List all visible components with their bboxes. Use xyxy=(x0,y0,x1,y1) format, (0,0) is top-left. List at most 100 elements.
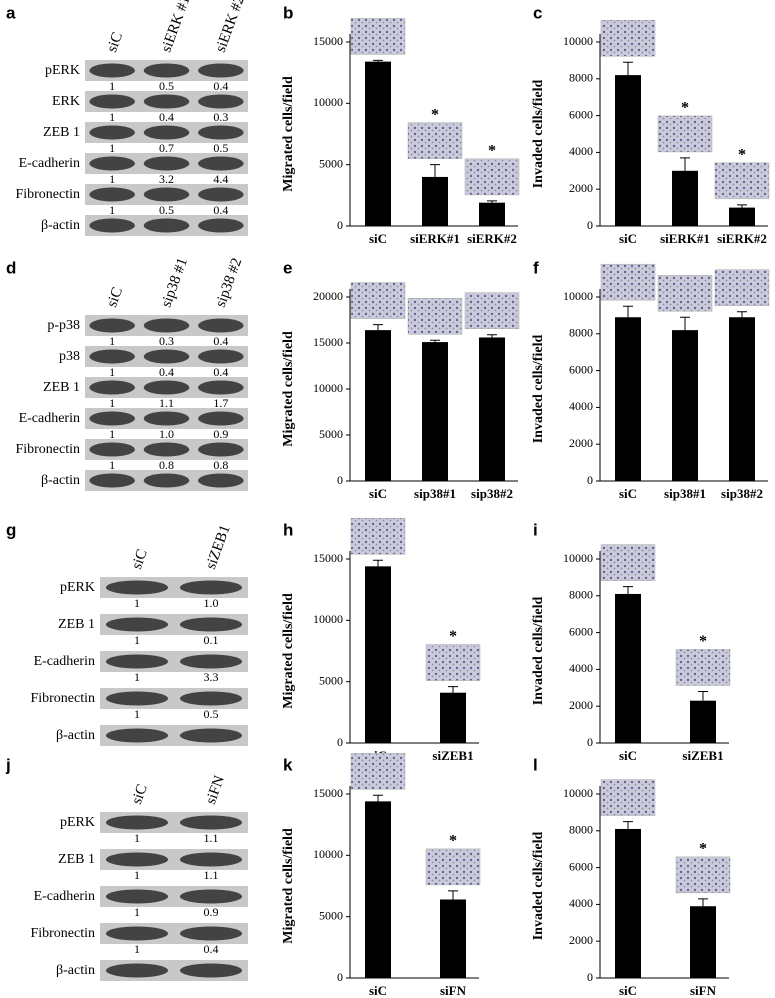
y-tick-label: 0 xyxy=(337,735,343,749)
blot-band xyxy=(105,654,169,669)
significance-mark: * xyxy=(681,100,689,117)
y-tick-label: 0 xyxy=(587,473,593,487)
y-tick-label: 0 xyxy=(587,970,593,984)
error-bar xyxy=(430,164,440,177)
blot-band xyxy=(143,318,190,333)
lane-label: siC xyxy=(129,782,151,806)
panel-letter: c xyxy=(533,3,542,22)
micrograph xyxy=(407,297,463,335)
panel-letter: d xyxy=(6,258,16,277)
bar xyxy=(690,700,716,743)
blot-band xyxy=(105,617,169,632)
blot-row-name: E-cadherin xyxy=(19,156,80,171)
blot-band xyxy=(198,125,244,140)
band-ratio: 1 xyxy=(134,596,140,610)
error-bar xyxy=(487,334,497,338)
blot-band xyxy=(179,815,243,830)
blot-row-name: β-actin xyxy=(56,728,95,743)
micrograph xyxy=(714,162,770,200)
band-ratio: 1 xyxy=(134,633,140,647)
error-bar xyxy=(448,686,458,693)
x-tick-label: siFN xyxy=(440,983,467,998)
y-axis-label: Invaded cells/field xyxy=(531,597,546,706)
band-ratio: 0.4 xyxy=(213,203,228,217)
y-tick-label: 6000 xyxy=(569,107,593,121)
blot-band xyxy=(198,187,244,202)
band-ratio: 1 xyxy=(109,141,115,155)
band-ratio: 0.5 xyxy=(159,79,174,93)
blot-band xyxy=(105,815,169,830)
bar xyxy=(422,342,448,481)
blot-row-name: p38 xyxy=(59,349,80,364)
band-ratio: 0.3 xyxy=(159,334,174,348)
band-ratio: 1 xyxy=(109,458,115,472)
micrograph xyxy=(425,644,481,681)
micrograph xyxy=(600,779,656,816)
blot-band xyxy=(179,580,243,595)
blot-row-name: pERK xyxy=(60,815,95,830)
blot-band xyxy=(143,411,190,426)
micrograph xyxy=(714,269,770,306)
blot-band xyxy=(89,442,135,457)
band-ratio: 1 xyxy=(109,396,115,410)
band-ratio: 1.1 xyxy=(204,868,219,882)
blot-band xyxy=(143,63,190,78)
blot-band xyxy=(89,473,135,488)
band-ratio: 0.9 xyxy=(213,427,228,441)
bar xyxy=(615,828,641,978)
significance-mark: * xyxy=(699,633,707,650)
blot-row-name: ZEB 1 xyxy=(58,852,95,867)
y-axis-label: Migrated cells/field xyxy=(281,828,296,944)
band-ratio: 1 xyxy=(134,831,140,845)
band-ratio: 1.7 xyxy=(213,396,228,410)
x-tick-label: siERK#1 xyxy=(660,231,710,246)
blot-band xyxy=(105,926,169,941)
panel-letter: a xyxy=(6,3,16,22)
x-tick-label: siC xyxy=(369,486,387,501)
band-ratio: 0.8 xyxy=(159,458,174,472)
blot-band xyxy=(179,963,243,978)
band-ratio: 0.4 xyxy=(213,334,228,348)
bar xyxy=(440,899,466,978)
band-ratio: 1 xyxy=(109,334,115,348)
panel-letter: k xyxy=(283,755,293,774)
error-bar xyxy=(373,324,383,331)
y-tick-label: 10000 xyxy=(563,786,593,800)
x-tick-label: siFN xyxy=(690,983,717,998)
error-bar xyxy=(623,305,633,318)
y-tick-label: 5000 xyxy=(319,908,343,922)
significance-mark: * xyxy=(449,833,457,850)
lane-label: siERK #1 xyxy=(158,0,193,55)
band-ratio: 1 xyxy=(109,79,115,93)
panel-letter: b xyxy=(283,3,293,22)
y-tick-label: 0 xyxy=(337,473,343,487)
significance-mark: * xyxy=(431,106,439,123)
blot-row-name: Fibronectin xyxy=(30,691,95,706)
blot-band xyxy=(198,94,244,109)
blot-band xyxy=(198,156,244,171)
x-tick-label: siZEB1 xyxy=(432,748,473,763)
blot-band xyxy=(179,617,243,632)
y-tick-label: 10000 xyxy=(313,381,343,395)
significance-mark: * xyxy=(449,628,457,645)
blot-row-name: E-cadherin xyxy=(19,411,80,426)
y-tick-label: 10000 xyxy=(563,289,593,303)
y-tick-label: 20000 xyxy=(313,289,343,303)
micrograph xyxy=(350,18,406,55)
blot-band xyxy=(89,380,135,395)
x-tick-label: sip38#2 xyxy=(471,486,513,501)
y-tick-label: 10000 xyxy=(563,34,593,48)
micrograph xyxy=(600,19,656,57)
y-tick-label: 2000 xyxy=(569,933,593,947)
blot-band xyxy=(143,442,190,457)
blot-band xyxy=(143,94,190,109)
micrograph xyxy=(407,122,463,159)
y-tick-label: 4000 xyxy=(569,144,593,158)
x-tick-label: siC xyxy=(369,231,387,246)
blot-band xyxy=(198,63,244,78)
band-ratio: 1 xyxy=(109,172,115,186)
y-tick-label: 15000 xyxy=(313,551,343,565)
y-axis-label: Invaded cells/field xyxy=(531,335,546,444)
blot-band xyxy=(198,349,244,364)
lane-label: sip38 #1 xyxy=(158,256,191,310)
